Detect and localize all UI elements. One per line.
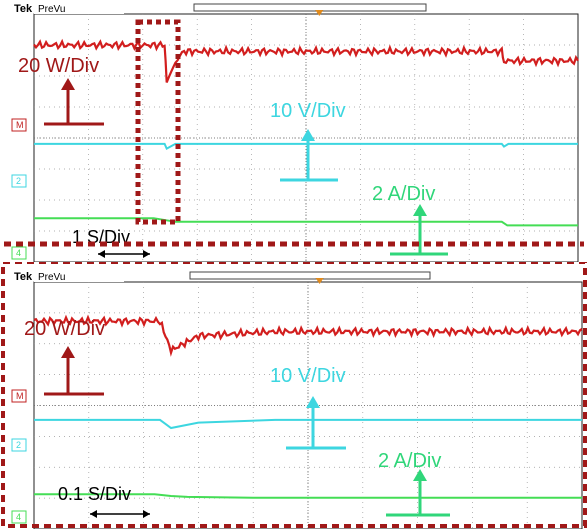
brand-label: Tek [14, 271, 33, 283]
power-scale-label: 20 W/Div [18, 55, 99, 77]
channel-marker-label: 2 [16, 176, 21, 186]
scope-panel-bottom: Tek PreVu 20 W/Div 10 V/Div 2 A/Div M 2 4 0.1 S/… [0, 262, 588, 529]
record-length-bar [194, 4, 426, 11]
current-scale-label: 2 A/Div [378, 450, 441, 472]
brand-label: Tek [14, 3, 33, 15]
mode-label: PreVu [38, 4, 65, 15]
scope-panel-top: Tek PreVu 20 W/Div 10 V/Div 2 A/Div M 2 4 1 S/Di… [0, 0, 588, 262]
mode-label: PreVu [38, 272, 65, 283]
current-scale-label: 2 A/Div [372, 183, 435, 205]
channel-marker-label: M [16, 120, 24, 130]
voltage-scale-label: 10 V/Div [270, 100, 346, 122]
power-scale-label: 20 W/Div [24, 318, 105, 340]
channel-marker-label: M [16, 391, 24, 401]
record-length-bar [190, 272, 430, 279]
channel-marker-label: 4 [16, 248, 21, 258]
timebase-label: 0.1 S/Div [58, 484, 131, 504]
scope-chart-bottom: Tek PreVu 20 W/Div 10 V/Div 2 A/Div M 2 4 0.1 S/… [0, 262, 588, 529]
channel-marker-label: 4 [16, 512, 21, 522]
voltage-scale-label: 10 V/Div [270, 365, 346, 387]
channel-marker-label: 2 [16, 440, 21, 450]
